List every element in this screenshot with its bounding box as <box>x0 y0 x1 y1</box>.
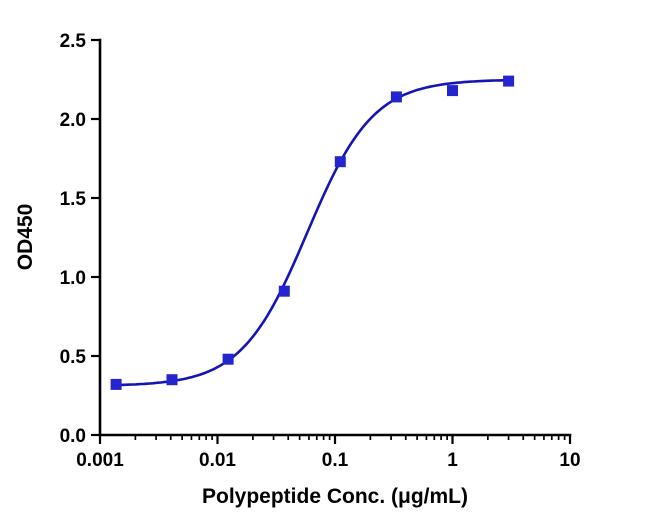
y-tick-label: 0.5 <box>60 347 87 368</box>
y-axis-label: OD450 <box>14 204 37 271</box>
fit-curve <box>116 78 509 387</box>
y-tick-label: 2.0 <box>60 110 86 131</box>
x-axis-label: Polypeptide Conc. (μg/mL) <box>202 485 468 508</box>
data-point <box>222 353 234 365</box>
data-point <box>447 85 458 97</box>
data-point <box>110 378 122 390</box>
data-point <box>503 75 515 87</box>
plot-area: 0.0 0.5 1.0 1.5 2.0 2.5 0.001 0.01 0.1 1 10 <box>60 31 581 471</box>
y-tick-label: 1.5 <box>60 189 87 210</box>
x-tick-label: 0.1 <box>322 450 349 471</box>
y-tick-label: 1.0 <box>60 268 86 289</box>
data-point <box>334 156 346 168</box>
y-tick-label: 0.0 <box>60 426 86 447</box>
x-tick-label: 0.001 <box>76 450 124 471</box>
data-point <box>278 285 290 297</box>
x-tick-label: 0.01 <box>199 450 236 471</box>
x-tick-label: 10 <box>559 450 580 471</box>
data-point <box>166 374 178 386</box>
y-tick-label: 2.5 <box>60 31 87 52</box>
data-point <box>390 91 402 103</box>
x-tick-label: 1 <box>447 450 458 471</box>
